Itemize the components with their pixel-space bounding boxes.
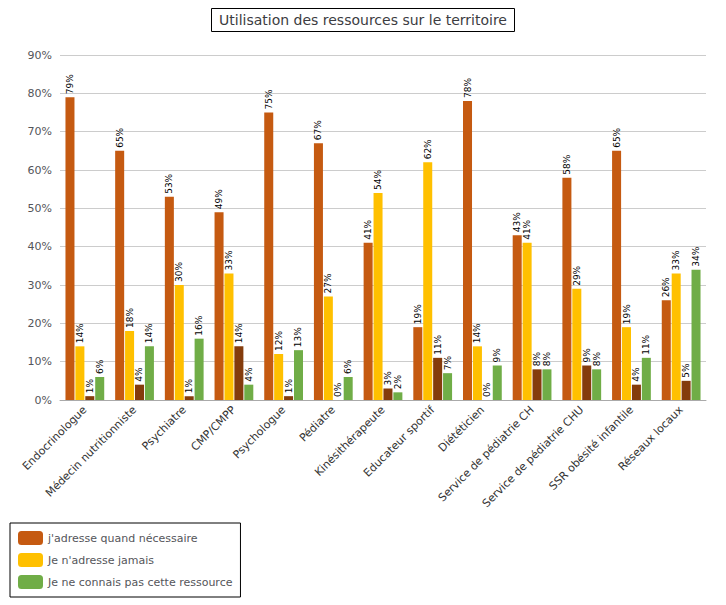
svg-text:12%: 12% [274,331,284,351]
svg-text:20%: 20% [28,317,52,330]
svg-text:Médecin nutritionniste: Médecin nutritionniste [43,403,139,499]
svg-text:4%: 4% [631,367,641,382]
svg-text:4%: 4% [244,367,254,382]
svg-text:Pédiatre: Pédiatre [297,403,338,444]
svg-text:Je ne connais pas cette ressou: Je ne connais pas cette ressource [47,576,233,589]
svg-text:19%: 19% [413,304,423,324]
svg-text:Psychiatre: Psychiatre [139,403,189,453]
svg-text:29%: 29% [572,265,582,285]
svg-text:10%: 10% [28,355,52,368]
svg-text:Réseaux locaux: Réseaux locaux [616,403,686,473]
svg-text:43%: 43% [512,212,522,232]
svg-text:j'adresse quand nécessaire: j'adresse quand nécessaire [47,532,198,545]
svg-text:70%: 70% [28,125,52,138]
svg-text:14%: 14% [472,323,482,343]
svg-text:9%: 9% [582,348,592,363]
svg-text:79%: 79% [65,74,75,94]
svg-text:90%: 90% [28,49,52,62]
svg-text:41%: 41% [363,219,373,239]
svg-text:27%: 27% [323,273,333,293]
svg-text:65%: 65% [612,127,622,147]
svg-text:1%: 1% [184,378,194,393]
svg-text:9%: 9% [492,348,502,363]
svg-text:54%: 54% [373,170,383,190]
svg-text:0%: 0% [333,382,343,397]
svg-text:65%: 65% [115,127,125,147]
svg-text:53%: 53% [164,173,174,193]
svg-text:2%: 2% [393,375,403,390]
svg-text:18%: 18% [125,308,135,328]
svg-text:Educateur sportif: Educateur sportif [361,403,438,480]
svg-text:0%: 0% [482,382,492,397]
svg-text:26%: 26% [661,277,671,297]
svg-text:3%: 3% [383,371,393,386]
svg-text:Service de pédiatrie CH: Service de pédiatrie CH [436,403,537,504]
svg-text:14%: 14% [234,323,244,343]
svg-text:Utilisation des ressources sur: Utilisation des ressources sur le territ… [219,12,507,28]
svg-text:58%: 58% [562,154,572,174]
svg-text:7%: 7% [443,355,453,370]
svg-text:14%: 14% [144,323,154,343]
svg-text:80%: 80% [28,87,52,100]
svg-text:6%: 6% [95,359,105,374]
svg-text:1%: 1% [85,378,95,393]
svg-text:33%: 33% [671,250,681,270]
svg-text:30%: 30% [174,262,184,282]
svg-text:13%: 13% [293,327,303,347]
svg-text:1%: 1% [284,378,294,393]
svg-text:CMP/CMPP: CMP/CMPP [188,403,238,453]
svg-text:SSR obésité infantile: SSR obésité infantile [547,403,637,493]
svg-text:Endocrinologue: Endocrinologue [19,403,90,473]
svg-text:41%: 41% [522,219,532,239]
svg-text:16%: 16% [194,315,204,335]
svg-text:75%: 75% [264,89,274,109]
svg-text:11%: 11% [433,334,443,354]
svg-text:40%: 40% [28,240,52,253]
svg-text:33%: 33% [224,250,234,270]
svg-text:78%: 78% [463,78,473,98]
svg-text:49%: 49% [214,189,224,209]
svg-text:67%: 67% [313,120,323,140]
svg-text:14%: 14% [75,323,85,343]
svg-text:50%: 50% [28,202,52,215]
svg-text:30%: 30% [28,279,52,292]
svg-text:Service de pédiatrie CHU: Service de pédiatrie CHU [480,403,587,510]
svg-text:8%: 8% [542,352,552,367]
svg-text:19%: 19% [622,304,632,324]
svg-text:Kinésithérapeute: Kinésithérapeute [312,403,388,479]
svg-text:34%: 34% [691,246,701,266]
svg-text:4%: 4% [134,367,144,382]
svg-text:Diététicien: Diététicien [436,403,487,454]
svg-text:8%: 8% [532,352,542,367]
svg-text:5%: 5% [681,363,691,378]
svg-text:Je n'adresse jamais: Je n'adresse jamais [47,554,154,567]
svg-text:6%: 6% [343,359,353,374]
svg-text:62%: 62% [423,139,433,159]
svg-text:11%: 11% [641,334,651,354]
svg-text:0%: 0% [35,394,52,407]
svg-text:8%: 8% [592,352,602,367]
svg-text:Psychologue: Psychologue [230,403,288,461]
svg-text:60%: 60% [28,164,52,177]
